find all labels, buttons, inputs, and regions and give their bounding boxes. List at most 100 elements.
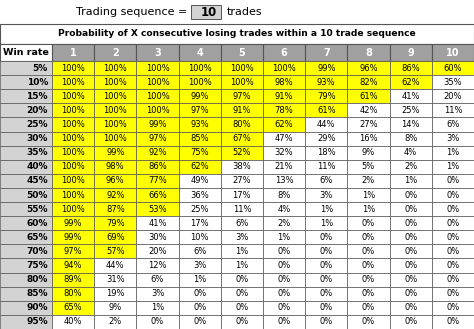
Bar (0, 174, 52, 188)
Bar (137, 174, 179, 188)
Bar (347, 75, 390, 89)
Bar (432, 230, 474, 244)
Bar (137, 244, 179, 259)
Text: 97%: 97% (191, 106, 209, 115)
Text: 45%: 45% (27, 176, 48, 186)
Bar (221, 146, 263, 160)
Bar (52, 89, 94, 103)
Text: 3%: 3% (319, 190, 333, 199)
Text: 20%: 20% (148, 247, 167, 256)
Text: 0%: 0% (404, 261, 417, 270)
Text: 100%: 100% (103, 134, 127, 143)
Bar (0, 244, 52, 259)
Bar (347, 244, 390, 259)
Bar (390, 287, 432, 301)
Text: 100%: 100% (230, 78, 254, 87)
Bar (347, 44, 390, 61)
Text: 92%: 92% (106, 190, 125, 199)
Bar (0, 216, 52, 230)
Text: 1%: 1% (404, 176, 417, 186)
Bar (94, 244, 137, 259)
Text: 78%: 78% (275, 106, 293, 115)
Bar (432, 244, 474, 259)
Bar (0, 287, 52, 301)
Bar (221, 117, 263, 132)
Text: 11%: 11% (317, 162, 336, 171)
Text: 96%: 96% (359, 63, 378, 73)
Text: 0%: 0% (362, 219, 375, 228)
Bar (221, 301, 263, 315)
Bar (432, 216, 474, 230)
Text: 0%: 0% (404, 303, 417, 312)
Bar (52, 132, 94, 146)
Text: 82%: 82% (359, 78, 378, 87)
Text: 0%: 0% (362, 261, 375, 270)
Bar (347, 315, 390, 329)
Text: 3%: 3% (151, 289, 164, 298)
Bar (305, 117, 347, 132)
Text: 86%: 86% (148, 162, 167, 171)
Bar (305, 160, 347, 174)
Text: 60%: 60% (27, 219, 48, 228)
Text: 0%: 0% (447, 261, 459, 270)
Text: 9: 9 (407, 47, 414, 58)
Bar (191, 5, 221, 19)
Bar (263, 315, 305, 329)
Text: 62%: 62% (401, 78, 420, 87)
Text: 6%: 6% (319, 176, 333, 186)
Bar (0, 301, 52, 315)
Bar (432, 273, 474, 287)
Text: 15%: 15% (27, 92, 48, 101)
Text: 6%: 6% (193, 247, 206, 256)
Bar (221, 216, 263, 230)
Bar (221, 315, 263, 329)
Text: 100%: 100% (230, 63, 254, 73)
Text: 1%: 1% (447, 148, 459, 157)
Text: 55%: 55% (27, 205, 48, 214)
Text: 0%: 0% (362, 303, 375, 312)
Bar (179, 132, 221, 146)
Text: 1%: 1% (235, 247, 248, 256)
Bar (263, 273, 305, 287)
Text: 61%: 61% (359, 92, 378, 101)
Text: 100%: 100% (188, 78, 211, 87)
Text: 95%: 95% (27, 317, 48, 326)
Text: 2%: 2% (277, 219, 291, 228)
Bar (347, 202, 390, 216)
Text: 98%: 98% (106, 162, 125, 171)
Text: 79%: 79% (317, 92, 336, 101)
Bar (52, 216, 94, 230)
Text: 2%: 2% (362, 176, 375, 186)
Bar (137, 146, 179, 160)
Text: 1%: 1% (235, 261, 248, 270)
Bar (179, 244, 221, 259)
Text: 100%: 100% (146, 78, 169, 87)
Bar (137, 117, 179, 132)
Bar (221, 103, 263, 117)
Text: 100%: 100% (61, 176, 85, 186)
Bar (347, 160, 390, 174)
Text: 0%: 0% (362, 233, 375, 242)
Text: 100%: 100% (61, 106, 85, 115)
Bar (263, 61, 305, 75)
Text: 9%: 9% (109, 303, 122, 312)
Bar (432, 132, 474, 146)
Bar (137, 301, 179, 315)
Bar (432, 202, 474, 216)
Bar (221, 273, 263, 287)
Bar (390, 174, 432, 188)
Text: 27%: 27% (359, 120, 378, 129)
Text: 93%: 93% (191, 120, 209, 129)
Bar (263, 146, 305, 160)
Text: 100%: 100% (146, 92, 169, 101)
Bar (305, 146, 347, 160)
Bar (137, 44, 179, 61)
Text: 100%: 100% (61, 134, 85, 143)
Text: 100%: 100% (61, 78, 85, 87)
Bar (347, 117, 390, 132)
Bar (221, 287, 263, 301)
Text: 13%: 13% (275, 176, 293, 186)
Bar (0, 259, 52, 273)
Text: 17%: 17% (191, 219, 209, 228)
Text: 60%: 60% (444, 63, 462, 73)
